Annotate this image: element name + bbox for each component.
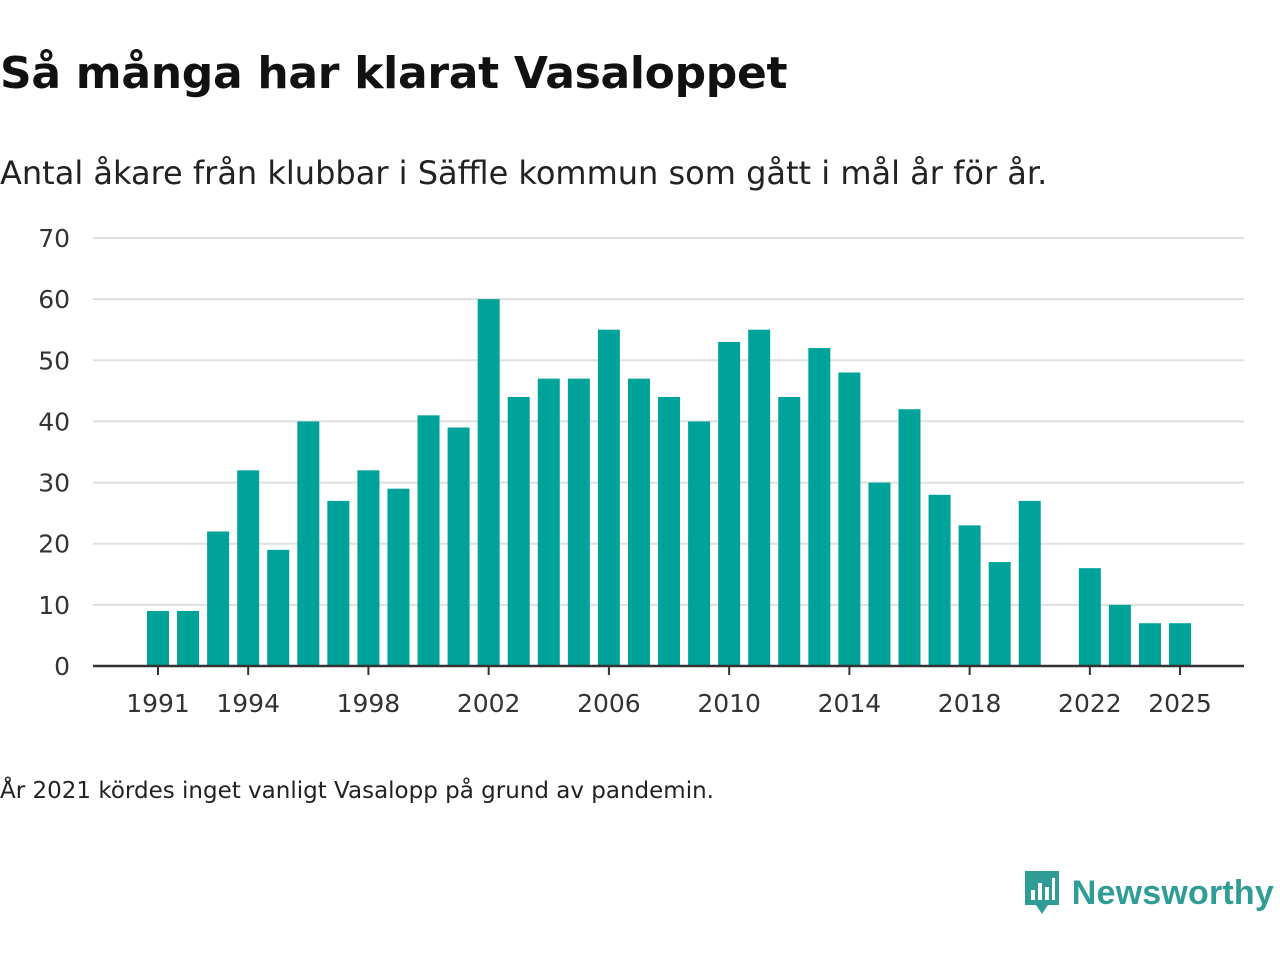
newsworthy-logo-icon — [1024, 871, 1059, 914]
y-tick-label: 30 — [38, 469, 70, 498]
bar — [1138, 623, 1161, 666]
y-tick-label: 10 — [38, 591, 70, 620]
bar — [1108, 604, 1131, 666]
chart-subtitle: Antal åkare från klubbar i Säffle kommun… — [0, 154, 1048, 192]
chart-title: Så många har klarat Vasaloppet — [0, 48, 788, 99]
x-tick-label: 2022 — [1058, 689, 1122, 718]
bar — [688, 421, 711, 666]
y-tick-label: 40 — [38, 407, 70, 436]
bar — [597, 329, 620, 666]
bar — [477, 299, 500, 666]
bar — [417, 415, 440, 666]
bar — [207, 531, 230, 666]
bar — [988, 562, 1011, 666]
bar — [147, 610, 169, 666]
x-tick-label: 1994 — [216, 689, 280, 718]
y-tick-label: 60 — [38, 285, 70, 314]
bar — [387, 488, 410, 666]
x-tick-label: 1998 — [337, 689, 401, 718]
bar — [718, 341, 741, 666]
bar — [297, 421, 320, 666]
bar — [567, 378, 590, 666]
bar — [958, 525, 981, 666]
bar — [898, 409, 921, 666]
bar — [237, 470, 260, 666]
x-tick-label: 2025 — [1148, 689, 1212, 718]
x-tick-label: 1991 — [126, 689, 190, 718]
bar — [267, 549, 290, 666]
bar — [928, 494, 951, 666]
bar — [447, 427, 470, 666]
bar-chart: 0 10 20 30 40 50 60 70 1991 1994 1998 2002 2006 2010 2… — [38, 224, 1244, 718]
bar — [537, 378, 560, 666]
brand: Newsworthy — [1022, 868, 1274, 918]
bar — [748, 329, 771, 666]
bar — [627, 378, 650, 666]
x-tick-label: 2018 — [938, 689, 1002, 718]
bar — [357, 470, 380, 666]
x-tick-label: 2010 — [697, 689, 761, 718]
x-tick-label: 2014 — [818, 689, 882, 718]
bar — [1078, 568, 1101, 666]
footnote: År 2021 kördes inget vanligt Vasalopp på… — [0, 778, 714, 804]
x-tick-label: 2006 — [577, 689, 641, 718]
bar — [507, 396, 530, 666]
x-tick-label: 2002 — [457, 689, 521, 718]
bar — [838, 372, 861, 666]
bar — [327, 500, 350, 666]
bar — [658, 396, 681, 666]
y-tick-label: 0 — [54, 652, 70, 681]
y-tick-label: 50 — [38, 346, 70, 375]
bar — [778, 396, 801, 666]
bar — [868, 482, 891, 666]
bar — [1018, 500, 1041, 666]
y-tick-label: 20 — [38, 530, 70, 559]
bar — [1169, 623, 1192, 666]
bar — [177, 610, 200, 666]
y-tick-label: 70 — [38, 224, 70, 253]
brand-name: Newsworthy — [1071, 873, 1274, 912]
bar — [808, 348, 831, 666]
